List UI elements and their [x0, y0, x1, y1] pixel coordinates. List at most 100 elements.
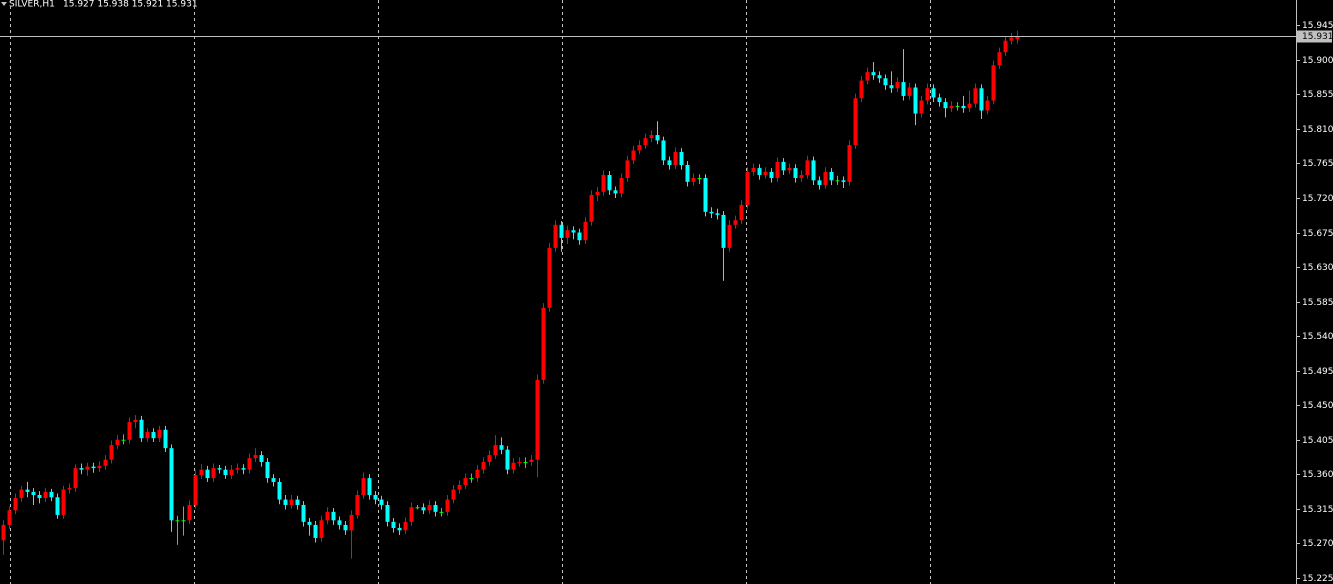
candle-body	[61, 489, 66, 515]
candle-body	[973, 88, 978, 104]
candle-body	[43, 491, 48, 499]
candle-body	[583, 221, 588, 241]
candle-body	[103, 459, 108, 466]
candle-body	[805, 160, 810, 175]
candle-body	[457, 485, 462, 490]
candle-body	[979, 88, 984, 111]
candle-body	[595, 191, 600, 195]
candle-body	[793, 168, 798, 179]
candle-body	[19, 489, 24, 499]
candle-body	[643, 138, 648, 146]
candle-body	[265, 461, 270, 479]
y-tick-label: 15.405	[1302, 436, 1333, 446]
candle-body	[253, 455, 258, 459]
candle-body	[559, 224, 564, 238]
candle-body	[403, 521, 408, 531]
candle-body	[715, 213, 720, 215]
candle-body	[619, 178, 624, 194]
candle-body	[337, 520, 342, 525]
candle-body	[529, 459, 534, 462]
candle-body	[577, 232, 582, 241]
candle-body	[397, 527, 402, 531]
candle-body	[385, 504, 390, 522]
candle-body	[169, 448, 174, 521]
candle-body	[205, 469, 210, 479]
candle-body	[313, 524, 318, 538]
candle-body	[115, 439, 120, 446]
candle-body	[31, 491, 36, 495]
y-tick-label: 15.720	[1302, 194, 1333, 204]
candle-body	[427, 504, 432, 511]
candle-body	[751, 168, 756, 172]
candle-body	[655, 135, 660, 141]
y-tick-label: 15.945	[1302, 21, 1333, 31]
candle-body	[775, 161, 780, 179]
candle-body	[475, 469, 480, 479]
y-tick-label: 15.675	[1302, 229, 1333, 239]
candle-body	[283, 499, 288, 505]
y-tick-label: 15.360	[1302, 470, 1333, 480]
candle-body	[163, 429, 168, 449]
candle-body	[913, 87, 918, 114]
chart-subtitle: 15.927 15.938 15.921 15.931	[63, 0, 198, 10]
candle-body	[985, 100, 990, 111]
candle-body	[151, 432, 156, 439]
candle-body	[661, 140, 666, 161]
candle-body	[241, 468, 246, 470]
candle-body	[409, 507, 414, 522]
candle-body	[901, 82, 906, 96]
candle-body	[181, 520, 186, 522]
candle-body	[919, 100, 924, 114]
y-tick-label: 15.855	[1302, 90, 1333, 100]
candle-body	[991, 65, 996, 101]
candle-body	[955, 105, 960, 107]
candle-body	[685, 164, 690, 182]
y-tick-label: 15.495	[1302, 367, 1333, 377]
candle-body	[139, 419, 144, 439]
candle-body	[55, 497, 60, 515]
candle-body	[1015, 36, 1020, 40]
y-tick-label: 15.225	[1302, 574, 1333, 584]
candle-body	[277, 481, 282, 500]
candle-body	[439, 511, 444, 513]
candle-body	[175, 520, 180, 522]
y-tick-label: 15.765	[1302, 159, 1333, 169]
candle-body	[937, 97, 942, 103]
candle-body	[613, 190, 618, 194]
candle-body	[259, 455, 264, 462]
candle-body	[391, 521, 396, 528]
candle-body	[823, 171, 828, 185]
candle-body	[421, 507, 426, 511]
candle-body	[781, 161, 786, 171]
candle-body	[235, 468, 240, 470]
candle-body	[325, 511, 330, 521]
candle-body	[949, 105, 954, 109]
y-tick-label: 15.315	[1302, 505, 1333, 515]
candle-body	[895, 82, 900, 89]
candle-body	[877, 75, 882, 79]
candle-body	[697, 178, 702, 180]
candle-body	[247, 458, 252, 470]
candle-body	[127, 422, 132, 440]
candle-body	[547, 247, 552, 308]
candle-body	[1009, 37, 1014, 41]
y-tick-label: 15.450	[1302, 401, 1333, 411]
candle-body	[853, 98, 858, 146]
chart-title: SILVER,H1	[9, 0, 55, 10]
candle-body	[187, 504, 192, 521]
candle-body	[67, 488, 72, 490]
candle-body	[79, 468, 84, 470]
candle-body	[301, 504, 306, 522]
candle-body	[433, 504, 438, 512]
candle-body	[727, 224, 732, 248]
candle-body	[145, 432, 150, 439]
candle-body	[217, 468, 222, 470]
candle-body	[841, 180, 846, 182]
candle-body	[361, 478, 366, 495]
candle-body	[829, 171, 834, 181]
candle-body	[943, 102, 948, 109]
y-tick-label: 15.810	[1302, 125, 1333, 135]
candle-body	[757, 168, 762, 175]
candle-body	[997, 52, 1002, 66]
candle-body	[907, 87, 912, 96]
